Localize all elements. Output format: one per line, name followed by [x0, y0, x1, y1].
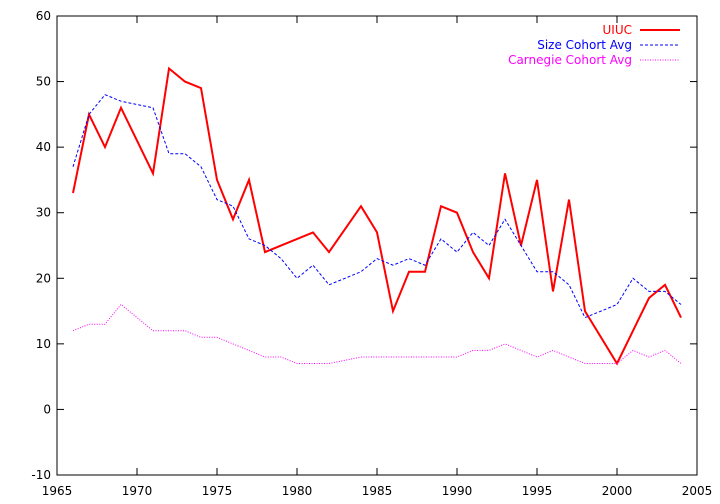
y-tick-label: 50 — [36, 75, 51, 89]
x-tick-label: 1975 — [202, 484, 233, 498]
x-tick-label: 2000 — [602, 484, 633, 498]
y-tick-label: 0 — [43, 402, 51, 416]
y-tick-label: 30 — [36, 206, 51, 220]
x-tick-label: 1965 — [42, 484, 73, 498]
y-tick-label: 10 — [36, 337, 51, 351]
x-tick-label: 1970 — [122, 484, 153, 498]
y-tick-label: 40 — [36, 140, 51, 154]
series-line-uiuc — [72, 66, 682, 366]
y-tick-label: 60 — [36, 9, 51, 23]
legend-label: UIUC — [603, 23, 632, 37]
plot-frame — [56, 15, 698, 476]
axis-ticks: 1965 1970 1975 1980 1985 1990 1995 2000 2005 -10 0… — [31, 9, 712, 498]
y-tick-label: -10 — [31, 468, 51, 482]
x-tick-label: 1995 — [522, 484, 553, 498]
y-tick-label: 20 — [36, 271, 51, 285]
x-tick-label: 1990 — [442, 484, 473, 498]
series-lines — [72, 66, 682, 366]
x-tick-label: 1980 — [282, 484, 313, 498]
series-line-size-cohort-avg — [72, 94, 682, 319]
x-tick-label: 2005 — [682, 484, 713, 498]
x-tick-label: 1985 — [362, 484, 393, 498]
series-line-carnegie-cohort-avg — [72, 303, 682, 364]
legend-label: Carnegie Cohort Avg — [508, 53, 632, 67]
legend-label: Size Cohort Avg — [537, 38, 632, 52]
